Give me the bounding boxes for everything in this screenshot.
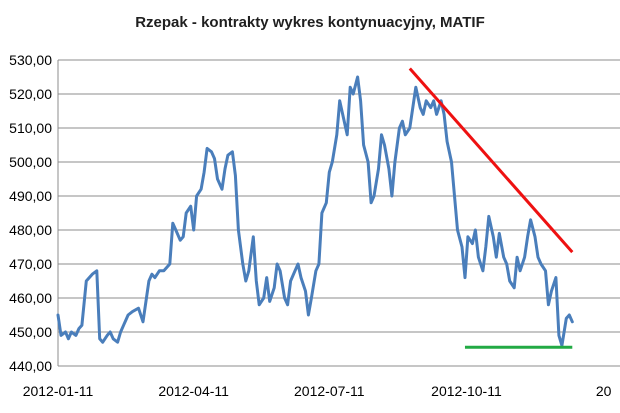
y-tick-label: 470,00 xyxy=(9,256,52,272)
red-downtrend-line xyxy=(408,67,574,254)
y-tick-label: 520,00 xyxy=(9,86,52,102)
y-tick-label: 530,00 xyxy=(9,52,52,68)
x-axis-tick-labels: 2012-01-11 2012-04-11 2012-07-11 2012-10-11… xyxy=(23,383,612,399)
price-series-line xyxy=(56,75,574,348)
chart-title: Rzepak - kontrakty wykres kontynuacyjny,… xyxy=(135,14,485,31)
gridlines xyxy=(58,59,620,333)
x-tick-label: 2012-10-11 xyxy=(431,383,502,399)
x-tick-label: 20 xyxy=(596,383,612,399)
y-axis-tick-labels: 440,00 450,00 460,00 470,00 480,00 490,00 500,… xyxy=(9,52,52,374)
y-tick-label: 490,00 xyxy=(9,188,52,204)
x-tick-label: 2012-07-11 xyxy=(294,383,365,399)
y-tick-label: 480,00 xyxy=(9,222,52,238)
y-tick-label: 450,00 xyxy=(9,324,52,340)
y-tick-label: 460,00 xyxy=(9,290,52,306)
series-layer xyxy=(56,75,574,348)
y-tick-label: 510,00 xyxy=(9,120,52,136)
y-tick-label: 440,00 xyxy=(9,358,52,374)
annotations xyxy=(408,67,574,349)
x-tick-label: 2012-01-11 xyxy=(23,383,94,399)
x-tick-label: 2012-04-11 xyxy=(158,383,229,399)
y-tick-label: 500,00 xyxy=(9,154,52,170)
